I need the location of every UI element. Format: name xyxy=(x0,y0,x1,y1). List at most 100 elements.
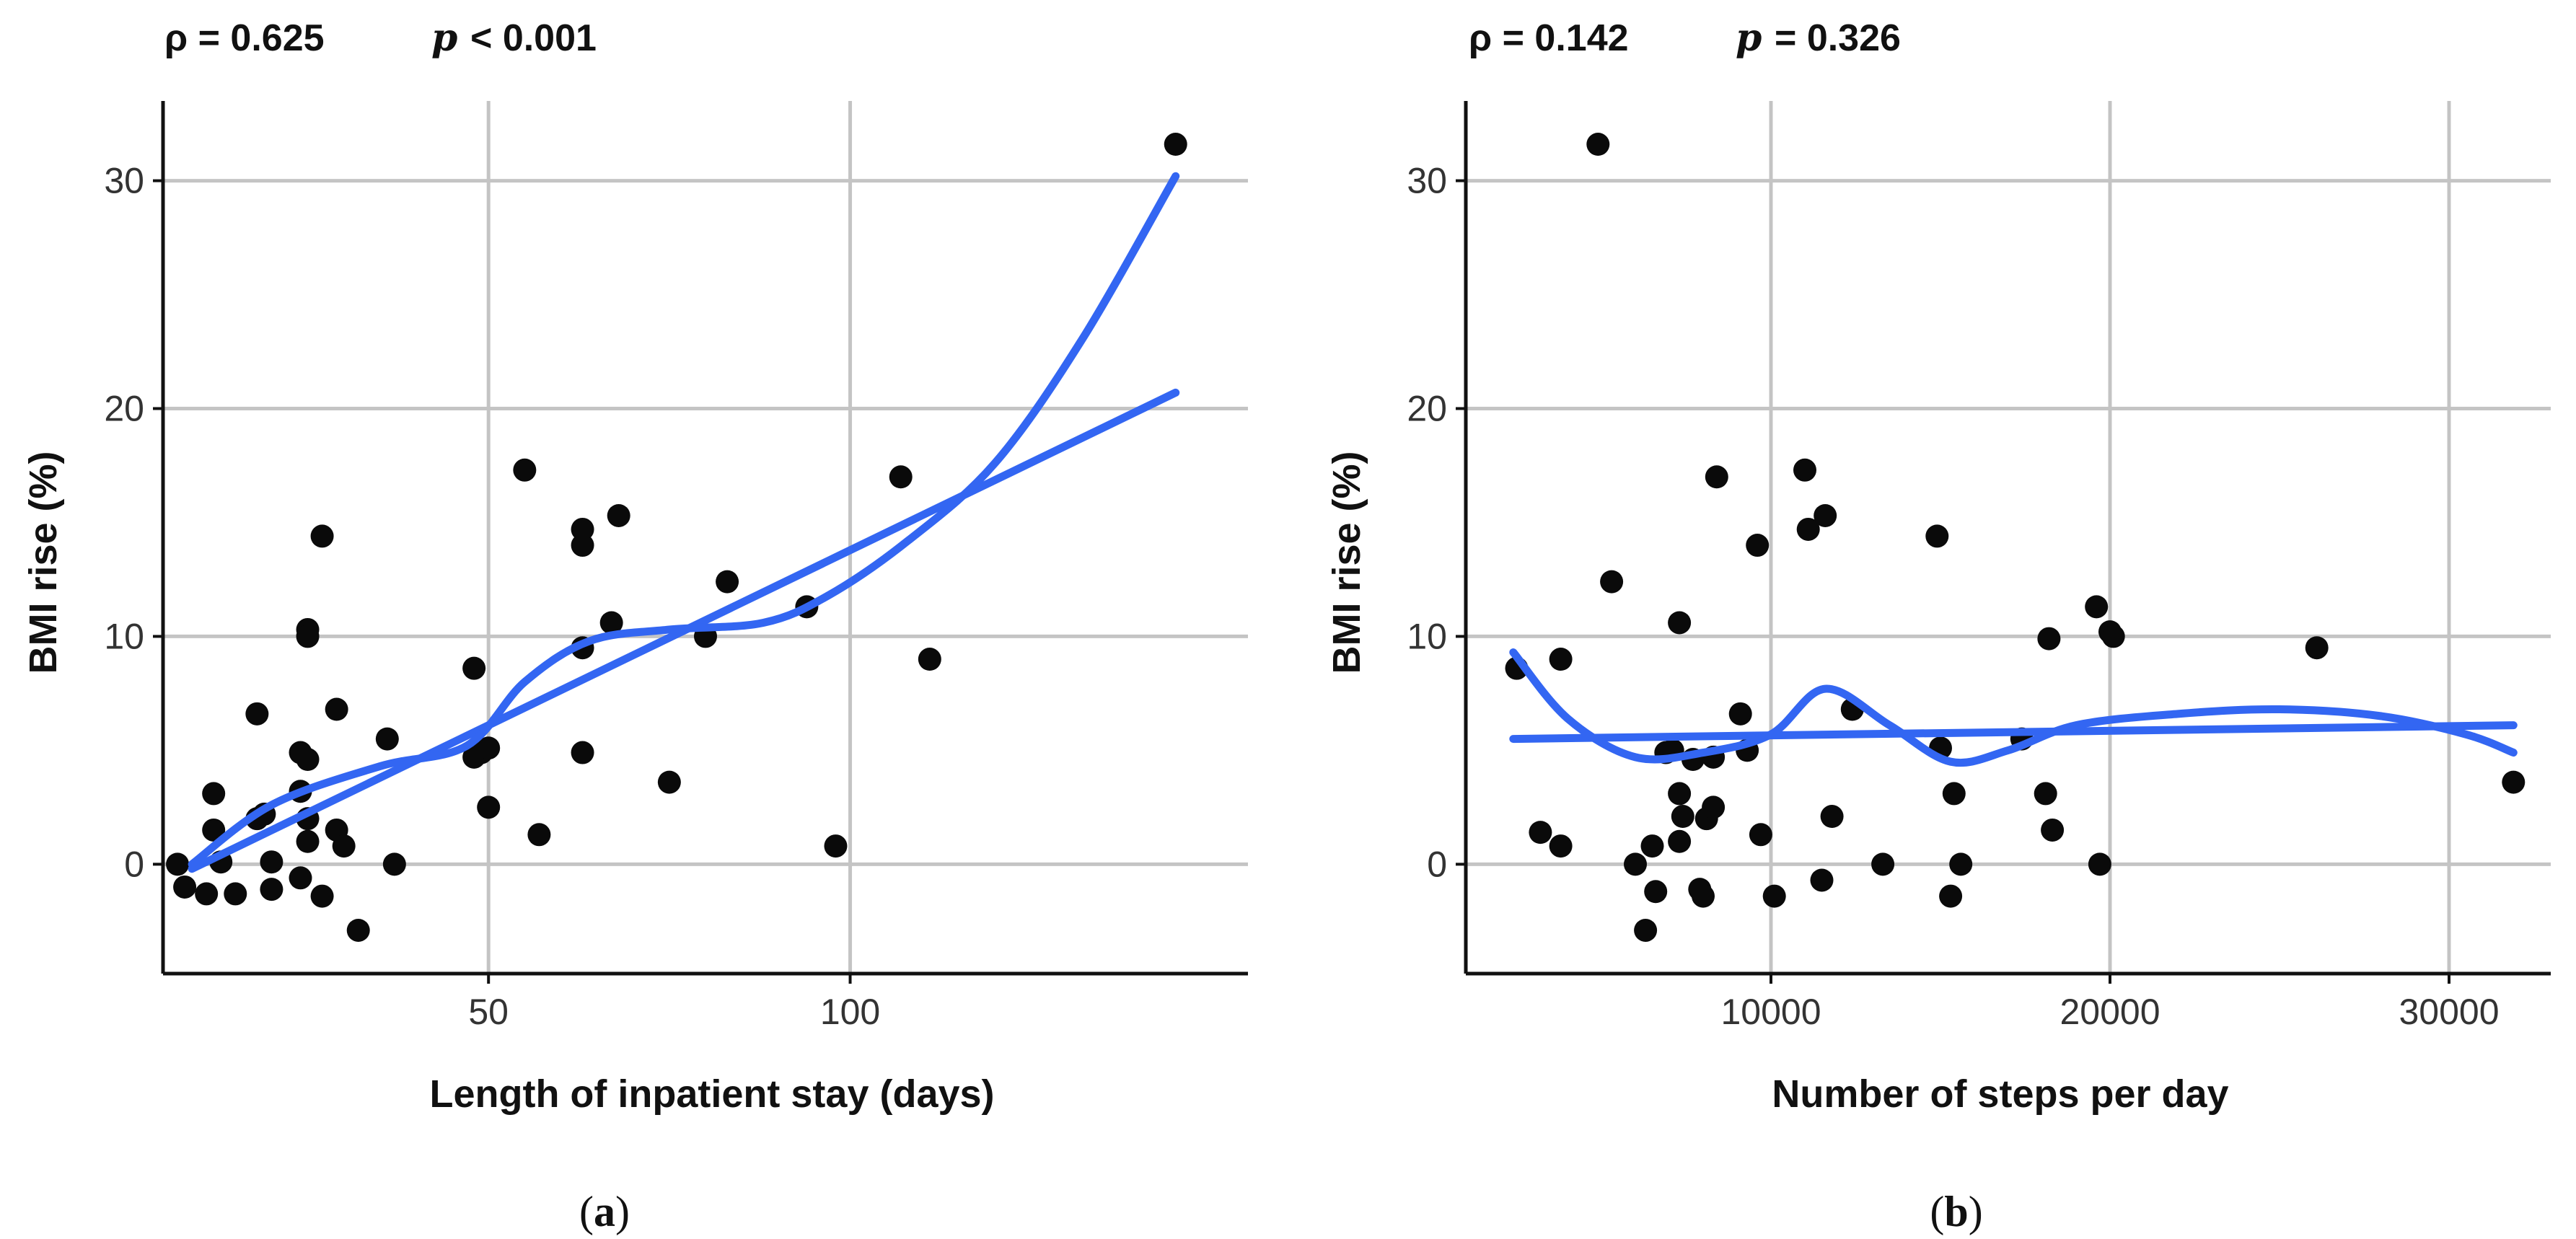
data-point xyxy=(332,834,356,858)
data-point xyxy=(2034,782,2057,806)
data-point xyxy=(462,656,486,680)
data-point xyxy=(1668,611,1692,635)
data-point xyxy=(1746,534,1770,557)
rho-stat-b: ρ = 0.142 xyxy=(1469,17,1629,59)
data-point xyxy=(1814,503,1837,527)
data-point xyxy=(1728,702,1752,726)
data-point xyxy=(245,702,269,726)
data-point xyxy=(1939,884,1963,908)
rho-stat-a: ρ = 0.625 xyxy=(164,17,325,59)
data-point xyxy=(571,534,594,557)
panel-open-a: ( xyxy=(579,1188,594,1235)
fit-line-loess xyxy=(1509,648,2518,767)
data-point xyxy=(477,736,501,760)
data-point xyxy=(2305,636,2329,660)
fit-lines-a xyxy=(188,172,1180,873)
data-point xyxy=(1820,805,1844,829)
data-point xyxy=(1705,465,1728,489)
gridlines-b xyxy=(1466,101,2551,974)
y-tick-label: 10 xyxy=(104,616,144,656)
x-tick-label: 30000 xyxy=(2399,992,2499,1032)
y-axis-title-a: BMI rise (%) xyxy=(22,451,65,674)
data-point xyxy=(325,697,348,721)
data-point xyxy=(657,770,681,794)
fit-line-linear xyxy=(1509,721,2518,744)
data-point xyxy=(2041,818,2065,842)
data-point xyxy=(2085,595,2109,619)
data-point xyxy=(310,524,334,548)
data-point xyxy=(716,570,739,594)
panel-label-a: (a) xyxy=(579,1188,630,1235)
data-point xyxy=(513,458,537,482)
y-tick-labels-b: 0 10 20 30 xyxy=(1407,161,1447,885)
data-point xyxy=(1668,782,1692,806)
data-point xyxy=(527,823,551,847)
x-axis-title-b: Number of steps per day xyxy=(1772,1072,2228,1116)
data-point xyxy=(346,918,370,942)
fit-line-loess xyxy=(188,172,1180,868)
data-point xyxy=(607,503,630,527)
data-point xyxy=(477,795,501,819)
data-point xyxy=(310,884,334,908)
panel-a: ρ = 0.625 p < 0.001 0 10 20 30 50 100 Length… xyxy=(22,16,1248,1235)
data-point xyxy=(296,829,320,853)
data-point xyxy=(824,834,848,858)
panel-letter-a: a xyxy=(594,1188,615,1235)
data-point xyxy=(289,866,312,890)
panel-letter-b: b xyxy=(1944,1188,1968,1235)
x-tick-label: 10000 xyxy=(1720,992,1821,1032)
data-point xyxy=(296,748,320,772)
p-value-b: = 0.326 xyxy=(1775,17,1901,59)
data-point xyxy=(889,465,913,489)
x-axis-title-a: Length of inpatient stay (days) xyxy=(429,1072,994,1116)
y-tick-label: 20 xyxy=(1407,389,1447,429)
y-tick-label: 30 xyxy=(104,161,144,201)
panel-close-a: ) xyxy=(615,1188,630,1235)
data-point xyxy=(1925,524,1949,548)
x-tick-label: 100 xyxy=(820,992,880,1032)
data-point xyxy=(1810,868,1834,892)
data-point xyxy=(296,625,320,648)
data-point xyxy=(2502,770,2526,794)
fit-lines-b xyxy=(1509,648,2518,767)
data-point xyxy=(375,727,399,751)
data-point xyxy=(2101,625,2125,648)
data-point xyxy=(1671,805,1694,829)
y-tick-label: 10 xyxy=(1407,616,1447,656)
panel-close-b: ) xyxy=(1969,1188,1983,1235)
data-point xyxy=(1949,852,1973,876)
data-point xyxy=(1600,570,1624,594)
data-point xyxy=(1640,834,1664,858)
x-tick-labels-b: 10000 20000 30000 xyxy=(1720,992,2499,1032)
panel-b: ρ = 0.142 p = 0.326 0 10 20 30 10000 20000 30… xyxy=(1325,16,2551,1235)
data-points-b xyxy=(1505,133,2526,942)
x-tick-labels-a: 50 100 xyxy=(468,992,880,1032)
data-point xyxy=(918,648,941,671)
panel-label-b: (b) xyxy=(1930,1188,1982,1235)
y-tick-labels-a: 0 10 20 30 xyxy=(104,161,144,885)
data-point xyxy=(1164,133,1187,156)
y-tick-label: 20 xyxy=(104,389,144,429)
y-axis-title-b: BMI rise (%) xyxy=(1325,451,1368,674)
data-point xyxy=(2037,627,2061,651)
p-symbol-b: p xyxy=(1736,16,1762,60)
panel-open-b: ( xyxy=(1930,1188,1944,1235)
data-point xyxy=(571,741,594,764)
data-point xyxy=(2088,852,2111,876)
y-tick-label: 30 xyxy=(1407,161,1447,201)
data-point xyxy=(1634,918,1658,942)
data-point xyxy=(173,875,197,899)
data-points-a xyxy=(166,133,1187,942)
data-point xyxy=(1942,782,1966,806)
y-tick-label: 0 xyxy=(1427,844,1447,884)
data-point xyxy=(1644,880,1668,904)
x-tick-label: 20000 xyxy=(2060,992,2160,1032)
data-point xyxy=(224,882,247,906)
data-point xyxy=(1668,829,1692,853)
data-point xyxy=(195,882,219,906)
y-tick-label: 0 xyxy=(124,844,144,884)
data-point xyxy=(1586,133,1610,156)
data-point xyxy=(1762,884,1786,908)
data-point xyxy=(260,878,283,901)
